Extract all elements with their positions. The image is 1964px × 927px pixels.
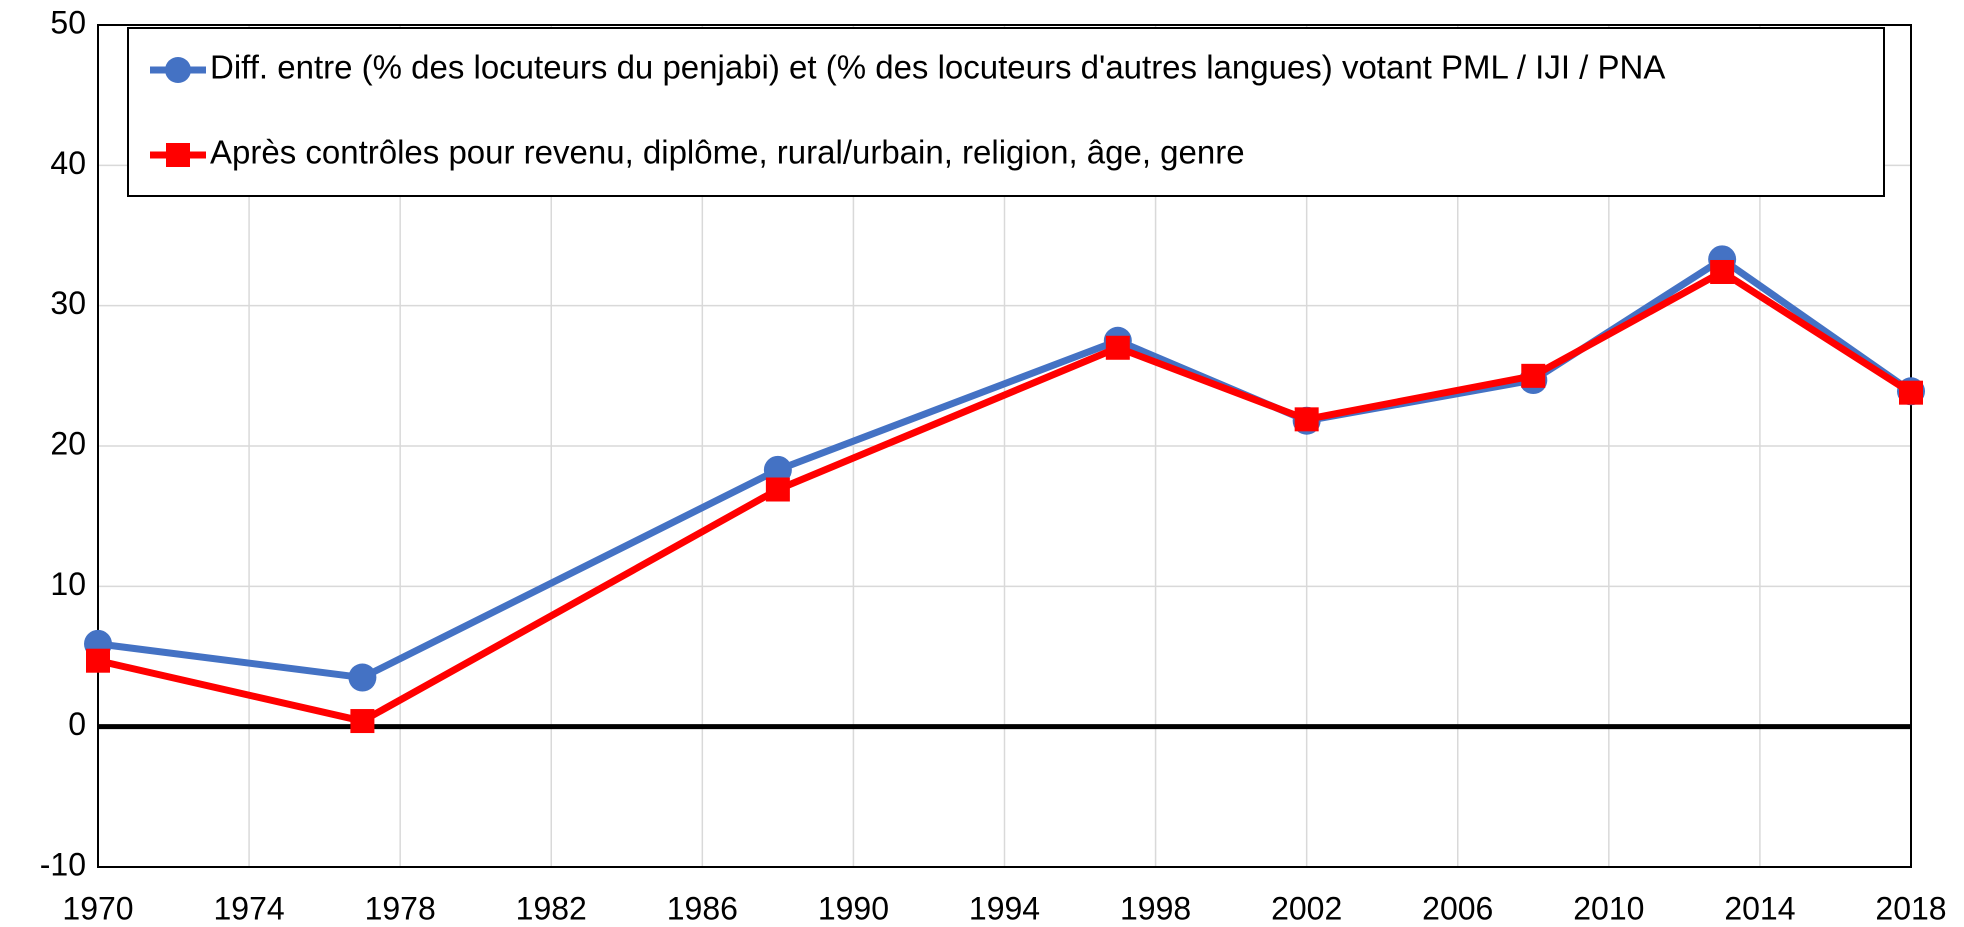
y-tick-label: 50 [50,4,86,40]
marker [1710,259,1735,284]
x-tick-label: 1974 [213,890,284,926]
marker [1899,380,1923,405]
legend-marker [165,57,191,83]
legend-label: Diff. entre (% des locuteurs du penjabi)… [210,49,1665,86]
x-tick-label: 1994 [969,890,1040,926]
x-tick-label: 1990 [818,890,889,926]
marker [348,663,377,692]
x-tick-label: 2010 [1573,890,1644,926]
x-tick-label: 1986 [667,890,738,926]
legend-label: Après contrôles pour revenu, diplôme, ru… [210,134,1245,171]
x-tick-label: 1978 [365,890,436,926]
x-tick-label: 1998 [1120,890,1191,926]
x-tick-label: 2002 [1271,890,1342,926]
y-tick-label: 40 [50,145,86,181]
y-tick-label: -10 [40,846,86,882]
y-tick-label: 10 [50,566,86,602]
marker [765,477,790,502]
marker [86,648,110,673]
marker [1105,335,1130,360]
marker [1521,363,1546,388]
x-tick-label: 1982 [516,890,587,926]
x-tick-label: 2006 [1422,890,1493,926]
marker [763,455,792,484]
y-tick-label: 0 [68,706,86,742]
y-tick-label: 30 [50,285,86,321]
legend-marker [166,143,190,167]
x-tick-label: 2018 [1875,890,1946,926]
series-line [97,268,1913,725]
marker [1294,407,1319,432]
plot-border [97,24,1912,868]
legend-box [127,27,1885,197]
y-tick-label: 20 [50,425,86,461]
legend: Diff. entre (% des locuteurs du penjabi)… [127,27,1885,197]
series [86,259,1923,734]
x-tick-label: 1970 [62,890,133,926]
x-tick-label: 2014 [1724,890,1795,926]
marker [350,709,375,734]
